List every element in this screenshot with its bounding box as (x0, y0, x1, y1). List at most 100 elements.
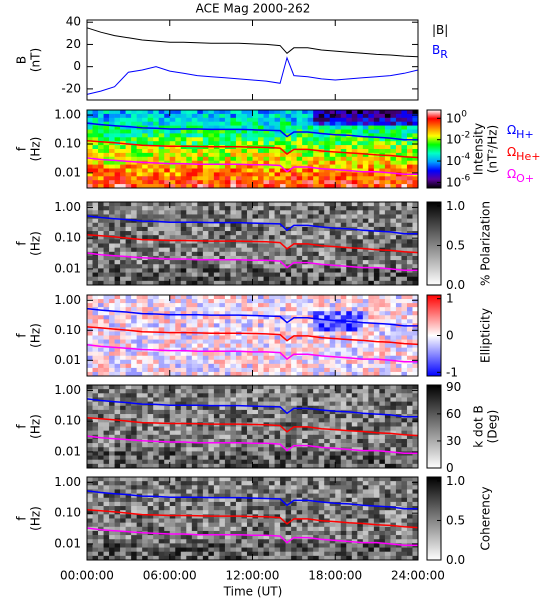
spectrogram-cell (109, 218, 115, 224)
spectrogram-cell (351, 438, 358, 444)
spectrogram-cell (213, 335, 220, 340)
spectrogram-cell (169, 405, 176, 411)
spectrogram-cell (153, 222, 160, 228)
spectrogram-cell (258, 434, 264, 440)
spectrogram-cell (368, 222, 375, 228)
spectrogram-cell (186, 156, 193, 161)
spectrogram-cell (258, 280, 264, 286)
spectrogram-cell (142, 280, 148, 286)
spectrogram-cell (285, 176, 292, 181)
spectrogram-cell (340, 327, 347, 332)
spectrogram-cell (274, 260, 281, 265)
spectrogram-cell (291, 311, 297, 316)
spectrogram-cell (169, 430, 176, 436)
spectrogram-cell (357, 117, 364, 122)
spectrogram-cell (296, 264, 303, 269)
spectrogram-cell (125, 331, 132, 336)
spectrogram-cell (92, 422, 99, 427)
spectrogram-cell (246, 210, 253, 215)
spectrogram-cell (252, 214, 259, 219)
spectrogram-cell (164, 459, 171, 465)
spectrogram-cell (136, 323, 143, 328)
spectrogram-cell (406, 351, 413, 357)
spectrogram-cell (329, 331, 336, 336)
spectrogram-cell (169, 180, 176, 185)
spectrogram-cell (302, 218, 308, 224)
spectrogram-cell (263, 129, 270, 134)
spectrogram-cell (98, 422, 104, 427)
spectrogram-cell (230, 363, 237, 369)
spectrogram-cell (285, 152, 292, 158)
spectrogram-cell (269, 299, 275, 304)
spectrogram-cell (98, 145, 104, 150)
spectrogram-cell (340, 184, 347, 189)
spectrogram-cell (219, 319, 226, 324)
spectrogram-cell (235, 202, 242, 207)
spectrogram-cell (246, 156, 253, 161)
spectrogram-cell (131, 202, 137, 207)
spectrogram-cell (114, 152, 121, 158)
spectrogram-cell (175, 359, 182, 365)
spectrogram-cell (136, 393, 143, 398)
spectrogram-cell (202, 231, 209, 236)
spectrogram-cell (197, 113, 204, 119)
spectrogram-cell (395, 355, 402, 361)
spectrogram-cell (235, 113, 242, 119)
spectrogram-cell (241, 129, 248, 134)
spectrogram-cell (329, 156, 336, 161)
spectrogram-cell (92, 202, 99, 207)
spectrogram-cell (318, 463, 325, 469)
spectrogram-cell (280, 141, 286, 146)
spectrogram-cell (230, 129, 237, 134)
spectrogram-cell (335, 343, 342, 348)
spectrogram-cell (291, 434, 297, 440)
spectrogram-cell (219, 243, 226, 248)
spectrogram-cell (186, 239, 193, 244)
spectrogram-cell (219, 371, 226, 377)
spectrogram-cell (263, 359, 270, 365)
spectrogram-cell (258, 430, 264, 436)
spectrogram-cell (368, 133, 375, 138)
spectrogram-cell (208, 210, 215, 215)
spectrogram-cell (368, 276, 375, 282)
spectrogram-cell (125, 393, 132, 398)
spectrogram-cell (335, 260, 342, 265)
spectrogram-cell (246, 303, 253, 308)
spectrogram-cell (158, 141, 165, 146)
spectrogram-cell (395, 110, 402, 115)
spectrogram-cell (368, 307, 375, 312)
y-axis-label: B (15, 56, 29, 64)
spectrogram-cell (390, 149, 397, 154)
spectrogram-cell (412, 443, 419, 448)
spectrogram-cell (390, 145, 397, 150)
spectrogram-cell (230, 152, 237, 158)
spectrogram-cell (395, 438, 402, 444)
spectrogram-cell (164, 397, 171, 402)
spectrogram-cell (186, 311, 193, 316)
spectrogram-cell (131, 276, 137, 282)
spectrogram-cell (147, 319, 154, 324)
spectrogram-cell (346, 164, 353, 169)
spectrogram-cell (357, 222, 364, 228)
spectrogram-cell (230, 434, 237, 440)
spectrogram-cell (153, 235, 160, 240)
spectrogram-cell (252, 323, 259, 328)
spectrogram-cell (131, 264, 137, 269)
spectrogram-cell (302, 371, 308, 377)
spectrogram-cell (147, 206, 154, 211)
spectrogram-cell (258, 393, 264, 398)
spectrogram-cell (180, 438, 187, 444)
spectrogram-cell (351, 276, 358, 282)
spectrogram-cell (87, 414, 93, 419)
spectrogram-cell (357, 397, 364, 402)
spectrogram-cell (180, 137, 187, 142)
spectrogram-cell (87, 443, 93, 448)
spectrogram-cell (92, 231, 99, 236)
spectrogram-cell (87, 141, 93, 146)
spectrogram-cell (175, 303, 182, 308)
spectrogram-cell (406, 434, 413, 440)
spectrogram-cell (136, 268, 143, 273)
spectrogram-cell (313, 463, 319, 469)
spectrogram-cell (269, 451, 275, 456)
spectrogram-cell (318, 371, 325, 377)
